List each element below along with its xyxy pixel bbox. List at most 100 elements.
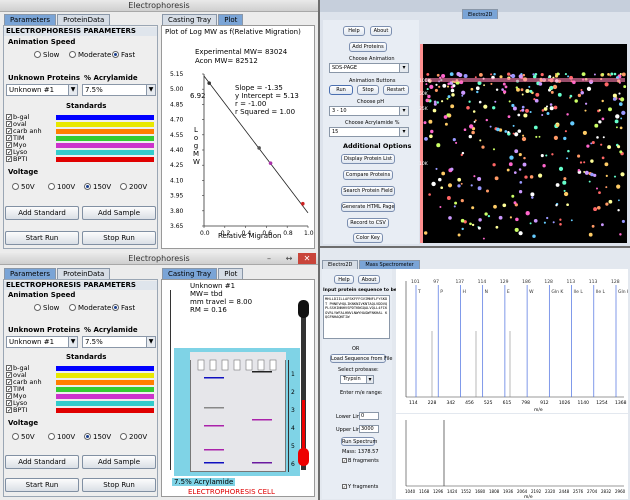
speed-moderate[interactable]: Moderate <box>69 304 111 312</box>
y-fragments-option[interactable]: ✓ Y fragments <box>342 484 378 490</box>
standard-row[interactable]: ✓carb anh <box>6 379 42 386</box>
speed-moderate[interactable]: Moderate <box>69 51 111 59</box>
lower-limit-input[interactable]: 0 <box>359 412 379 420</box>
speed-fast[interactable]: Fast <box>112 51 135 59</box>
ruler-tick: 4 <box>291 425 295 432</box>
load-sequence-button[interactable]: Load Sequence from File <box>330 354 393 363</box>
stop-run-button[interactable]: Stop Run <box>82 478 156 492</box>
voltage-50[interactable]: 50V <box>12 433 35 441</box>
add-sample-button[interactable]: Add Sample <box>82 455 156 469</box>
tab-parameters[interactable]: Parameters <box>4 14 57 25</box>
standard-row[interactable]: ✓TIM <box>6 135 25 142</box>
run-spectrum-button[interactable]: Run Spectrum <box>341 437 378 446</box>
add-proteins-button[interactable]: Add Proteins <box>349 42 387 52</box>
protein-spot <box>591 140 595 145</box>
protein-spot <box>613 175 617 178</box>
help-button[interactable]: Help <box>334 275 354 284</box>
generate-html-page-button[interactable]: Generate HTML Page <box>341 202 395 212</box>
voltage-200[interactable]: 200V <box>120 433 147 441</box>
tab-mass-spectrometer[interactable]: Mass Spectrometer <box>359 260 420 269</box>
record-to-csv-button[interactable]: Record to CSV <box>347 218 389 228</box>
tab-parameters[interactable]: Parameters <box>4 268 57 279</box>
tab-electro2d[interactable]: Electro2D <box>462 9 499 19</box>
speed-slow[interactable]: Slow <box>34 51 59 59</box>
voltage-200[interactable]: 200V <box>120 183 147 191</box>
start-run-button[interactable]: Start Run <box>5 478 79 492</box>
voltage-50[interactable]: 50V <box>12 183 35 191</box>
animation-select[interactable]: SDS-PAGE ▾ <box>329 63 409 73</box>
upper-limit-input[interactable]: 3000 <box>359 425 379 433</box>
display-protein-list-button[interactable]: Display Protein List <box>341 154 395 164</box>
protein-spot <box>591 224 595 228</box>
voltage-100[interactable]: 100V <box>48 433 75 441</box>
about-button[interactable]: About <box>358 275 380 284</box>
acrylamide-select[interactable]: 7.5% ▼ <box>82 84 156 96</box>
tab-plot[interactable]: Plot <box>218 14 244 25</box>
standard-row[interactable]: ✓oval <box>6 372 27 379</box>
section-title: ELECTROPHORESIS PARAMETERS <box>4 27 157 36</box>
sequence-input-label: Input protein sequence to be analyzed: <box>323 288 423 293</box>
protein-spot <box>523 113 528 118</box>
voltage-150[interactable]: 150V <box>84 433 111 441</box>
standard-row[interactable]: ✓b-gal <box>6 114 29 121</box>
standard-row[interactable]: ✓carb anh <box>6 128 42 135</box>
unknown-select[interactable]: Unknown #1 ▼ <box>6 84 78 96</box>
standard-row[interactable]: ✓BPTI <box>6 156 27 163</box>
protein-spot <box>455 141 458 144</box>
ph-select[interactable]: 3 - 10 ▾ <box>329 106 409 116</box>
search-protein-field-button[interactable]: Search Protein Field <box>341 186 395 196</box>
protein-spot <box>567 75 570 78</box>
protease-select[interactable]: Trypsin ▾ <box>340 375 374 384</box>
tab-proteindata[interactable]: ProteinData <box>57 14 111 25</box>
standard-row[interactable]: ✓oval <box>6 121 27 128</box>
protein-spot <box>435 167 438 170</box>
tab-casting-tray[interactable]: Casting Tray <box>162 268 218 279</box>
standard-row[interactable]: ✓b-gal <box>6 365 29 372</box>
tab-electro2d[interactable]: Electro2D <box>322 260 359 269</box>
close-icon[interactable]: ✕ <box>298 253 316 264</box>
protein-spot <box>584 170 589 175</box>
voltage-100[interactable]: 100V <box>48 183 75 191</box>
compare-proteins-button[interactable]: Compare Proteins <box>343 170 393 180</box>
standard-row[interactable]: ✓Lyso <box>6 400 27 407</box>
about-button[interactable]: About <box>370 26 392 36</box>
protein-spot <box>604 82 609 87</box>
speed-fast[interactable]: Fast <box>112 304 135 312</box>
add-standard-button[interactable]: Add Standard <box>5 455 79 469</box>
color-key-button[interactable]: Color Key <box>353 233 383 243</box>
protein-spot <box>605 186 608 189</box>
standard-row[interactable]: ✓Myo <box>6 142 26 149</box>
acrylamide-select[interactable]: 15 ▾ <box>329 127 409 137</box>
standard-row[interactable]: ✓TIM <box>6 386 25 393</box>
start-run-button[interactable]: Start Run <box>5 231 79 245</box>
restart-button[interactable]: Restart <box>383 85 409 95</box>
speed-slow[interactable]: Slow <box>34 304 59 312</box>
electro2d-controls: Help About Add Proteins Choose Animation… <box>323 20 419 244</box>
dense-band <box>425 78 625 82</box>
protein-spot <box>613 72 617 76</box>
help-button[interactable]: Help <box>343 26 365 36</box>
protein-spot <box>502 82 506 86</box>
add-standard-button[interactable]: Add Standard <box>5 206 79 220</box>
window-title: Electrophoresis <box>0 0 318 12</box>
unknown-select[interactable]: Unknown #1 ▼ <box>6 336 78 348</box>
maximize-icon[interactable]: ↔ <box>285 254 293 263</box>
stop-run-button[interactable]: Stop Run <box>82 231 156 245</box>
add-sample-button[interactable]: Add Sample <box>82 206 156 220</box>
minimize-icon[interactable]: – <box>267 254 271 263</box>
voltage-150[interactable]: 150V <box>84 183 111 191</box>
x-tick-label: 2832 <box>601 489 612 494</box>
tab-casting-tray[interactable]: Casting Tray <box>162 14 218 25</box>
stop-button[interactable]: Stop <box>357 85 379 95</box>
standard-row[interactable]: ✓BPTI <box>6 407 27 414</box>
tab-plot[interactable]: Plot <box>218 268 244 279</box>
b-fragments-option[interactable]: ✓ B fragments <box>342 458 379 464</box>
sequence-textarea[interactable]: MHLLDIILLAFSKFFFGVIMNFLFYSKDT PHNEVHQLIK… <box>323 295 390 339</box>
standard-row[interactable]: ✓Myo <box>6 393 26 400</box>
tab-proteindata[interactable]: ProteinData <box>57 268 111 279</box>
standard-row[interactable]: ✓Lyso <box>6 149 27 156</box>
protein-spot <box>461 151 465 155</box>
acrylamide-select[interactable]: 7.5% ▼ <box>82 336 156 348</box>
run-button[interactable]: Run <box>329 85 353 95</box>
gel-band <box>252 371 272 373</box>
